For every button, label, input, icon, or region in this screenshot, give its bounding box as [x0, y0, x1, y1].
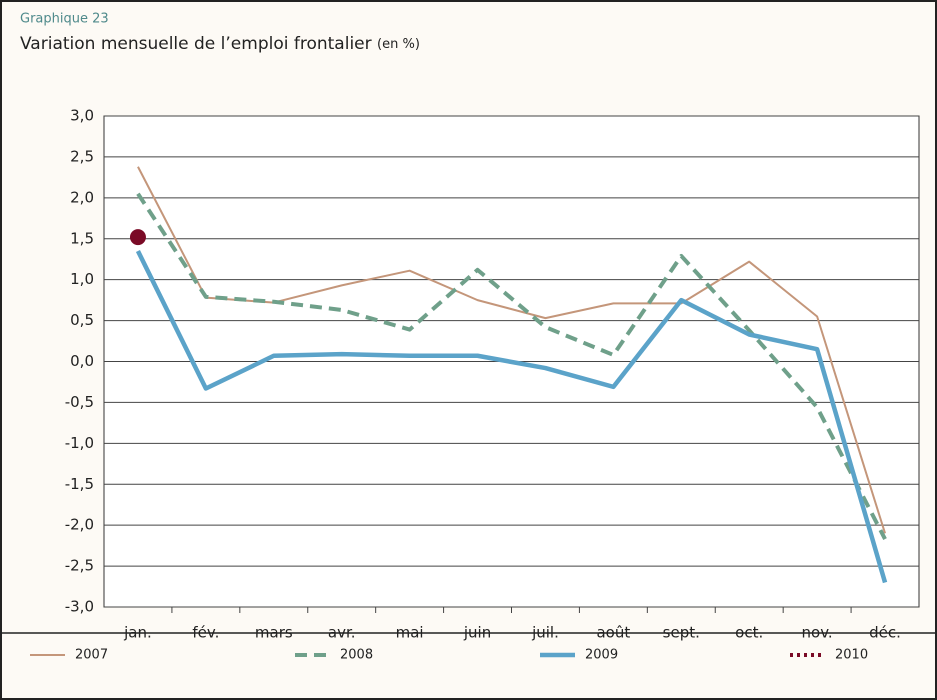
x-tick-label: juin [463, 624, 491, 642]
x-tick-label: avr. [328, 624, 356, 642]
legend-label: 2008 [340, 648, 373, 663]
x-tick-label: nov. [802, 624, 833, 642]
chart-label: Graphique 23 [20, 12, 109, 27]
y-tick-label: 1,5 [70, 229, 94, 247]
y-tick-label: -2,0 [65, 516, 94, 534]
x-tick-label: déc. [869, 624, 901, 642]
x-tick-label: fév. [192, 624, 219, 642]
x-tick-label: août [596, 624, 630, 642]
y-tick-label: 0,5 [70, 311, 94, 329]
y-tick-label: 3,0 [70, 107, 94, 125]
x-tick-label: jan. [123, 624, 152, 642]
y-tick-label: 2,0 [70, 188, 94, 206]
y-tick-label: -0,5 [65, 393, 94, 411]
title: Variation mensuelle de l’emploi frontali… [20, 34, 372, 54]
x-tick-label: sept. [663, 624, 700, 642]
y-tick-label: -2,5 [65, 557, 94, 575]
legend-label: 2010 [835, 648, 868, 663]
y-tick-label: 1,0 [70, 270, 94, 288]
legend-label: 2009 [585, 648, 618, 663]
x-tick-label: mai [396, 624, 424, 642]
y-tick-label: -1,5 [65, 475, 94, 493]
x-tick-label: mars [255, 624, 293, 642]
y-tick-label: 0,0 [70, 352, 94, 370]
data-point [129, 229, 146, 246]
x-tick-label: oct. [735, 624, 763, 642]
subtitle: (en %) [377, 37, 420, 52]
y-tick-label: 2,5 [70, 147, 94, 165]
y-tick-label: -3,0 [65, 598, 94, 616]
legend-label: 2007 [75, 648, 108, 663]
y-tick-label: -1,0 [65, 434, 94, 452]
data-line [135, 250, 888, 584]
x-tick-label: juil. [531, 624, 559, 642]
chart-title: Variation mensuelle de l’emploi frontali… [20, 34, 420, 54]
data-line [136, 192, 887, 540]
